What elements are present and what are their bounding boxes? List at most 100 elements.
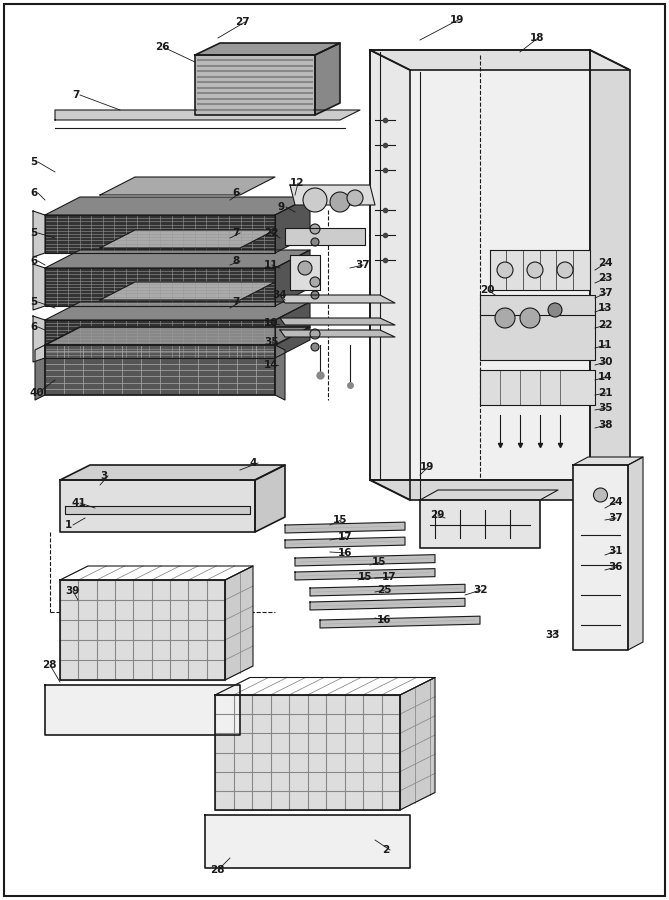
Text: 18: 18 [530, 33, 545, 43]
Text: 7: 7 [232, 228, 240, 238]
Polygon shape [310, 598, 465, 610]
Polygon shape [290, 255, 320, 290]
Polygon shape [35, 345, 45, 400]
Text: 35: 35 [598, 403, 613, 413]
Circle shape [310, 329, 320, 339]
Polygon shape [315, 43, 340, 115]
Polygon shape [490, 250, 590, 290]
Text: 11: 11 [598, 340, 613, 350]
Polygon shape [60, 480, 255, 532]
Polygon shape [400, 678, 435, 810]
Text: 24: 24 [598, 258, 613, 268]
Text: 34: 34 [272, 290, 286, 300]
Text: 10: 10 [264, 318, 278, 328]
Text: 13: 13 [598, 303, 613, 313]
Polygon shape [290, 185, 375, 205]
Polygon shape [320, 616, 480, 628]
Polygon shape [45, 197, 310, 215]
Text: 8: 8 [232, 256, 240, 266]
Text: 30: 30 [598, 357, 613, 367]
Polygon shape [45, 320, 275, 358]
Text: 22: 22 [598, 320, 613, 330]
Polygon shape [45, 268, 275, 306]
Text: 6: 6 [30, 322, 37, 332]
Circle shape [311, 343, 319, 351]
Text: 14: 14 [598, 372, 613, 382]
Text: 28: 28 [210, 865, 225, 875]
Polygon shape [205, 815, 410, 868]
Text: 7: 7 [232, 297, 240, 307]
Polygon shape [60, 580, 225, 680]
Polygon shape [573, 465, 628, 650]
Text: 37: 37 [355, 260, 370, 270]
Text: 39: 39 [65, 586, 80, 596]
Text: 12: 12 [290, 178, 304, 188]
Polygon shape [100, 230, 275, 248]
Text: 29: 29 [430, 510, 444, 520]
Circle shape [347, 190, 363, 206]
Circle shape [310, 277, 320, 287]
Polygon shape [33, 316, 45, 362]
Text: 15: 15 [333, 515, 347, 525]
Polygon shape [60, 465, 285, 480]
Text: 28: 28 [42, 660, 56, 670]
Polygon shape [215, 695, 400, 810]
Polygon shape [370, 50, 410, 500]
Text: 17: 17 [382, 572, 397, 582]
Text: 15: 15 [358, 572, 373, 582]
Polygon shape [225, 566, 253, 680]
Polygon shape [45, 250, 310, 268]
Text: 23: 23 [598, 273, 613, 283]
Text: 36: 36 [608, 562, 622, 572]
Text: 35: 35 [264, 337, 278, 347]
Polygon shape [275, 250, 310, 306]
Text: 21: 21 [598, 388, 613, 398]
Polygon shape [33, 264, 45, 310]
Polygon shape [45, 345, 275, 395]
Polygon shape [295, 554, 435, 566]
Polygon shape [65, 506, 250, 514]
Polygon shape [45, 215, 275, 253]
Polygon shape [275, 197, 310, 253]
Text: 5: 5 [30, 157, 37, 167]
Circle shape [330, 192, 350, 212]
Text: 15: 15 [372, 557, 387, 567]
Text: 7: 7 [72, 90, 80, 100]
Circle shape [495, 308, 515, 328]
Circle shape [593, 488, 607, 502]
Text: 27: 27 [235, 17, 250, 27]
Circle shape [548, 303, 562, 317]
Text: 37: 37 [598, 288, 613, 298]
Polygon shape [285, 228, 365, 245]
Text: 40: 40 [30, 388, 45, 398]
Text: 5: 5 [30, 297, 37, 307]
Polygon shape [480, 370, 595, 405]
Polygon shape [280, 318, 395, 325]
Polygon shape [420, 500, 540, 548]
Text: 16: 16 [377, 615, 391, 625]
Circle shape [310, 224, 320, 234]
Text: 1: 1 [65, 520, 72, 530]
Polygon shape [280, 295, 395, 303]
Polygon shape [55, 110, 360, 120]
Text: 19: 19 [450, 15, 464, 25]
Polygon shape [370, 480, 630, 500]
Text: 3: 3 [100, 471, 107, 481]
Polygon shape [370, 50, 590, 480]
Text: 31: 31 [608, 546, 622, 556]
Polygon shape [33, 211, 45, 257]
Polygon shape [100, 177, 275, 195]
Circle shape [303, 188, 327, 212]
Text: 4: 4 [250, 458, 258, 468]
Polygon shape [45, 327, 310, 345]
Text: 9: 9 [278, 202, 285, 212]
Text: 19: 19 [420, 462, 434, 472]
Polygon shape [285, 537, 405, 548]
Text: 32: 32 [473, 585, 488, 595]
Circle shape [298, 261, 312, 275]
Text: 24: 24 [608, 497, 623, 507]
Polygon shape [195, 43, 340, 55]
Polygon shape [45, 685, 240, 735]
Text: 11: 11 [264, 260, 278, 270]
Polygon shape [255, 465, 285, 532]
